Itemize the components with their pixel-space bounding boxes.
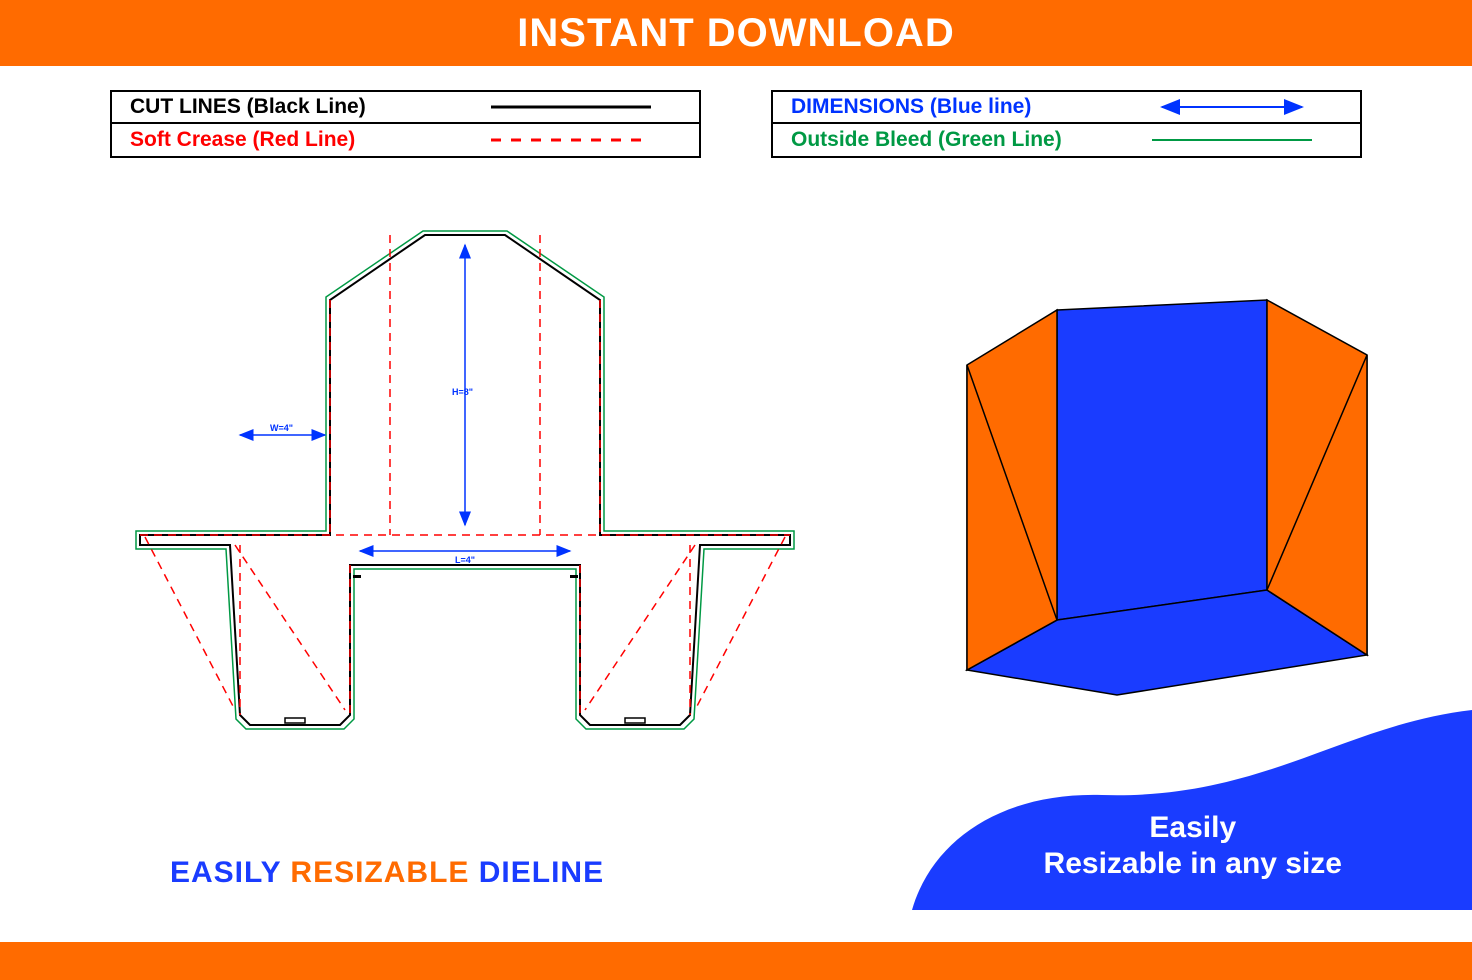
dim-length-label: L=4": [455, 555, 475, 565]
header-bar: INSTANT DOWNLOAD: [0, 0, 1472, 66]
legend-row-crease: Soft Crease (Red Line): [112, 124, 699, 156]
tagline: EASILY RESIZABLE DIELINE: [170, 856, 604, 890]
legend-row-bleed: Outside Bleed (Green Line): [773, 124, 1360, 156]
legend-row-cut: CUT LINES (Black Line): [112, 92, 699, 124]
tagline-word3: DIELINE: [479, 856, 604, 889]
legend-label-crease: Soft Crease (Red Line): [130, 128, 461, 152]
tagline-word2: RESIZABLE: [290, 856, 469, 889]
legend-label-dim: DIMENSIONS (Blue line): [791, 95, 1122, 119]
legend-sample-crease: [461, 124, 681, 156]
legend-sample-cut: [461, 92, 681, 122]
header-title: INSTANT DOWNLOAD: [517, 11, 954, 56]
legend-row-dim: DIMENSIONS (Blue line): [773, 92, 1360, 124]
legend-box-left: CUT LINES (Black Line) Soft Crease (Red …: [110, 90, 701, 158]
tagline-word1: EASILY: [170, 856, 281, 889]
dieline-diagram: H=8" W=4" L=4": [60, 225, 870, 755]
swoosh-line1: Easily: [1044, 810, 1342, 846]
legend-sample-dim: [1122, 92, 1342, 122]
legend-container: CUT LINES (Black Line) Soft Crease (Red …: [0, 66, 1472, 158]
dim-width-label: W=4": [270, 423, 293, 433]
legend-box-right: DIMENSIONS (Blue line) Outside Bleed (Gr…: [771, 90, 1362, 158]
legend-sample-bleed: [1122, 124, 1342, 156]
legend-label-bleed: Outside Bleed (Green Line): [791, 128, 1122, 152]
content-area: H=8" W=4" L=4" EASILY RESIZABLE DIELINE …: [0, 195, 1472, 910]
swoosh-text: Easily Resizable in any size: [1044, 810, 1342, 882]
footer-bar: [0, 942, 1472, 980]
box-3d-render: [942, 290, 1392, 720]
swoosh-line2: Resizable in any size: [1044, 846, 1342, 882]
legend-label-cut: CUT LINES (Black Line): [130, 95, 461, 119]
dim-height-label: H=8": [452, 387, 473, 397]
